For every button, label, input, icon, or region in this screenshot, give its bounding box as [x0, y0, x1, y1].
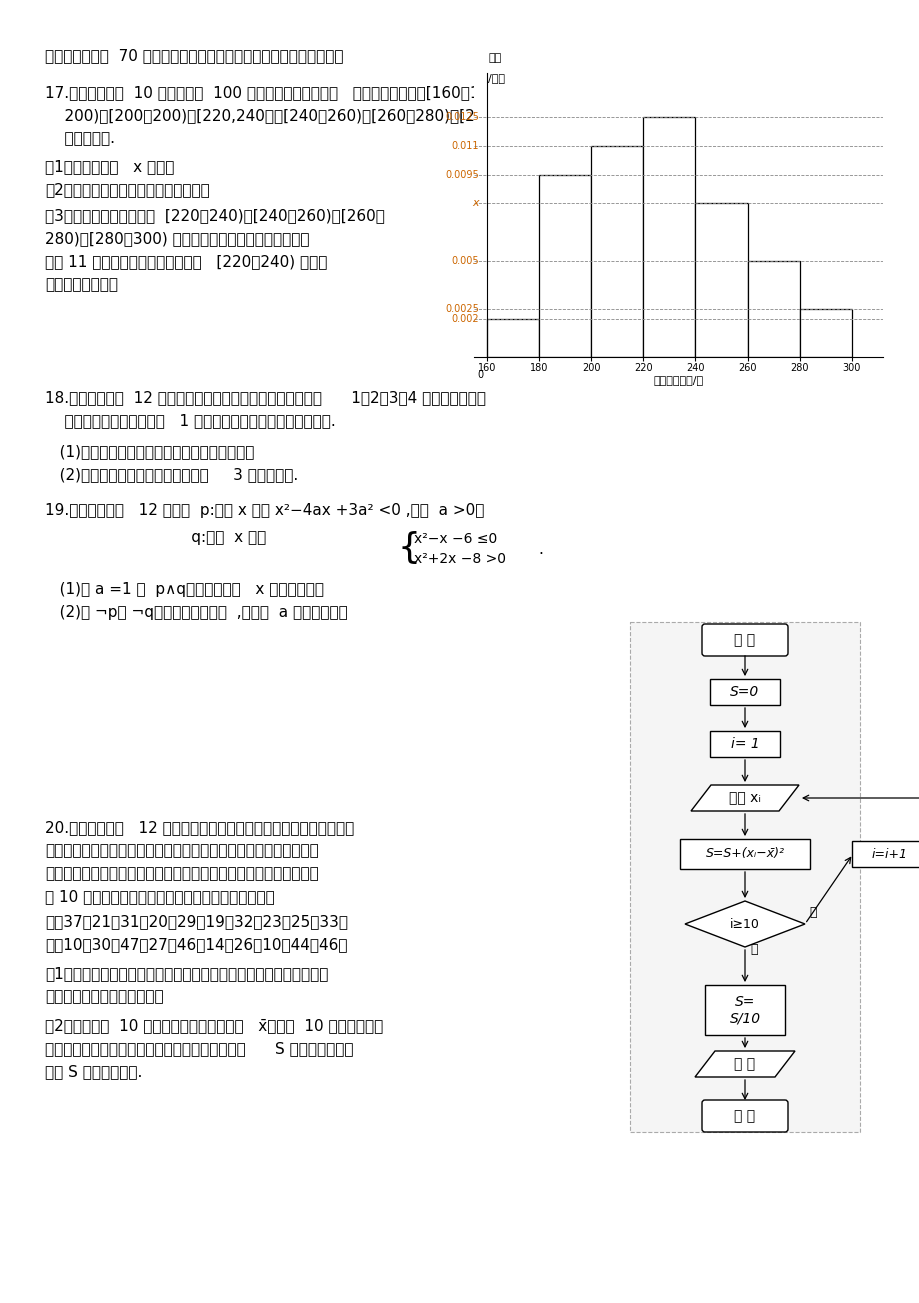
FancyBboxPatch shape: [709, 679, 779, 705]
Text: 输 出: 输 出: [733, 1057, 754, 1071]
Text: 200)，[200，200)，[220,240），[240，260)，[260，280)，[280，300) 分组的频率分布: 200)，[200，200)，[220,240），[240，260)，[260，…: [45, 108, 607, 122]
Bar: [539, 175, 591, 357]
Text: 直方图如图.: 直方图如图.: [45, 132, 115, 146]
Text: 说明 S 的统计学意义.: 说明 S 的统计学意义.: [45, 1065, 142, 1079]
Text: 甲、乙两个盒子中各取出   1 个球，每个球被取出的可能性相等.: 甲、乙两个盒子中各取出 1 个球，每个球被取出的可能性相等.: [45, 413, 335, 427]
Polygon shape: [690, 784, 798, 810]
Text: q:实数  x 满足: q:实数 x 满足: [45, 530, 266, 545]
Text: (2)若 ¬p是 ¬q的充分不必要条件  ,求实数  a 的取值范围．: (2)若 ¬p是 ¬q的充分不必要条件 ,求实数 a 的取值范围．: [45, 605, 347, 620]
Text: 抽取 11 户居民，则月平均用电量在   [220，240) 的用户: 抽取 11 户居民，则月平均用电量在 [220，240) 的用户: [45, 254, 327, 268]
Text: 0.011: 0.011: [451, 141, 479, 151]
Text: （3）在月平均用电量为，  [220，240)，[240，260)，[260，: （3）在月平均用电量为， [220，240)，[240，260)，[260，: [45, 208, 384, 223]
FancyBboxPatch shape: [630, 622, 859, 1132]
Text: x²−x −6 ≤0: x²−x −6 ≤0: [414, 532, 496, 546]
Bar: [747, 261, 799, 357]
X-axis label: 月平均用电量/度: 月平均用电量/度: [652, 375, 703, 386]
Text: 甲：37，21，31，20，29，19，32，23，25，33；: 甲：37，21，31，20，29，19，32，23，25，33；: [45, 913, 347, 929]
Text: i= 1: i= 1: [730, 737, 758, 751]
Text: 0.005: 0.005: [451, 257, 479, 266]
Polygon shape: [694, 1052, 794, 1078]
Text: 了 10 株树苗，量出它们的高度如下（单位：厘米）：: 了 10 株树苗，量出它们的高度如下（单位：厘米）：: [45, 889, 275, 904]
Text: (1)求取出的两个球上标号为相同数字的概率；: (1)求取出的两个球上标号为相同数字的概率；: [45, 444, 254, 459]
Text: S=0: S=0: [730, 685, 759, 698]
Text: 280)，[280，300) 的四组用户中，用分层抽样的方法: 280)，[280，300) 的四组用户中，用分层抽样的方法: [45, 231, 309, 246]
Text: (2)求取出的两个球上标号之积能被     3 整除的概率.: (2)求取出的两个球上标号之积能被 3 整除的概率.: [45, 466, 298, 482]
Text: 频率: 频率: [488, 53, 501, 64]
Text: 否: 否: [808, 906, 816, 919]
Bar: [799, 309, 851, 357]
FancyBboxPatch shape: [704, 985, 784, 1035]
Text: x: x: [471, 198, 479, 208]
Text: 参与到植树绿化活动中去．林业管理部门在植树前，为了保证树苗的: 参与到植树绿化活动中去．林业管理部门在植树前，为了保证树苗的: [45, 843, 318, 857]
Text: /组距: /组距: [488, 73, 505, 82]
Text: 开 始: 开 始: [733, 633, 754, 648]
Text: 0.0125: 0.0125: [445, 112, 479, 122]
Text: 17.（本小题满分  10 分）某城市  100 户居民的月平均用电量   （单位：度），以[160，180)，[180，: 17.（本小题满分 10 分）某城市 100 户居民的月平均用电量 （单位：度）…: [45, 85, 557, 100]
Bar: [642, 117, 695, 357]
Text: 0.0025: 0.0025: [445, 304, 479, 314]
Text: 19.（本小题满分   12 分）设  p:实数 x 满足 x²−4ax +3a² <0 ,其中  a >0，: 19.（本小题满分 12 分）设 p:实数 x 满足 x²−4ax +3a² <…: [45, 503, 483, 519]
Text: i=i+1: i=i+1: [871, 847, 907, 860]
Text: 18.（本小题满分  12 分）在甲、乙两个盒子中分别装有标号为      1、2、3、4 的四个球，现从: 18.（本小题满分 12 分）在甲、乙两个盒子中分别装有标号为 1、2、3、4 …: [45, 390, 485, 405]
FancyBboxPatch shape: [701, 1100, 788, 1132]
Text: 输入 xᵢ: 输入 xᵢ: [728, 791, 760, 805]
Text: (1)若 a =1 且  p∧q为真，求实数   x 的取值范围；: (1)若 a =1 且 p∧q为真，求实数 x 的取值范围；: [45, 582, 323, 597]
Text: 依次输入，按程序框（如图）进行运算，则输出的      S 大小为多少？并: 依次输入，按程序框（如图）进行运算，则输出的 S 大小为多少？并: [45, 1041, 353, 1055]
Bar: [591, 146, 642, 357]
FancyBboxPatch shape: [679, 839, 809, 869]
Text: 乙：10，30，47，27，46，14，26，10，44，46．: 乙：10，30，47，27，46，14，26，10，44，46．: [45, 937, 347, 952]
Text: 结 束: 结 束: [733, 1109, 754, 1123]
Bar: [695, 203, 747, 357]
Text: 0.002: 0.002: [451, 314, 479, 323]
Text: 质量，都会在植树前对树苗进行检测．现由甲、乙两种树苗中各抽测: 质量，都会在植树前对树苗进行检测．现由甲、乙两种树苗中各抽测: [45, 866, 318, 881]
Bar: [486, 319, 539, 357]
Text: 作比较，写出两个统计结论；: 作比较，写出两个统计结论；: [45, 989, 164, 1005]
Text: S=
S/10: S= S/10: [729, 995, 760, 1025]
Text: i≥10: i≥10: [730, 917, 759, 930]
Text: {: {: [398, 532, 421, 566]
Text: .: .: [538, 542, 542, 556]
Text: （1）求直方图中   x 的值；: （1）求直方图中 x 的值；: [45, 159, 175, 175]
Text: 中应抽取多少户？: 中应抽取多少户？: [45, 278, 118, 292]
Polygon shape: [685, 900, 804, 947]
Text: 0: 0: [477, 370, 482, 380]
Text: 20.（本小题满分   12 分）在每年的春节后，某市政府都会发动公务员: 20.（本小题满分 12 分）在每年的春节后，某市政府都会发动公务员: [45, 820, 354, 835]
Text: 是: 是: [749, 943, 756, 956]
Text: （2）求月平均用电量的众数和中位数；: （2）求月平均用电量的众数和中位数；: [45, 182, 210, 197]
FancyBboxPatch shape: [709, 731, 779, 757]
FancyBboxPatch shape: [701, 624, 788, 655]
FancyBboxPatch shape: [852, 840, 919, 866]
Text: S=S+(xᵢ−x̄)²: S=S+(xᵢ−x̄)²: [705, 847, 784, 860]
Text: 0.0095: 0.0095: [445, 169, 479, 180]
Text: 三、解答题（共  70 分，解答应写出文字说明，证明过程或演算步骤）: 三、解答题（共 70 分，解答应写出文字说明，证明过程或演算步骤）: [45, 48, 343, 63]
Text: x²+2x −8 >0: x²+2x −8 >0: [414, 552, 505, 566]
Text: （1）画出两组数据的茎叶图，并根据茎叶图对甲、乙两种树苗的高度: （1）画出两组数据的茎叶图，并根据茎叶图对甲、乙两种树苗的高度: [45, 966, 328, 981]
Text: （2）设抽测的  10 株甲种树苗高度平均值为   x̄，将这  10 株树苗的高度: （2）设抽测的 10 株甲种树苗高度平均值为 x̄，将这 10 株树苗的高度: [45, 1018, 383, 1033]
